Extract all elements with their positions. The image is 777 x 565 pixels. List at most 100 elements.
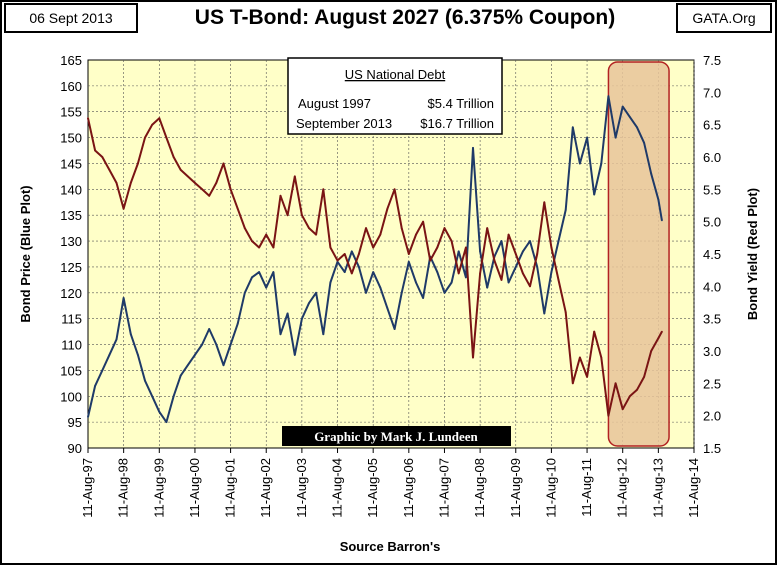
y-right-tick-label: 3.0	[703, 344, 721, 359]
x-axis-label: Source Barron's	[340, 539, 441, 554]
series-lines	[87, 95, 663, 424]
bond-price-point	[472, 147, 474, 149]
bond-price-point	[258, 271, 260, 273]
y-left-tick-label: 90	[68, 441, 82, 456]
bond-price-point	[308, 302, 310, 304]
debt-row-1-value: $5.4 Trillion	[428, 96, 494, 111]
bond-yield-point	[293, 175, 296, 178]
bond-price-point	[422, 297, 424, 299]
bond-price-line	[87, 95, 663, 424]
bond-yield-point	[657, 337, 660, 339]
bond-price-point	[236, 322, 239, 325]
bond-price-point	[279, 333, 282, 336]
x-tick-label: 11-Aug-97	[80, 458, 95, 518]
bond-yield-point	[315, 233, 317, 236]
bond-yield-point	[144, 136, 146, 139]
bond-yield-point	[343, 253, 346, 255]
bond-yield-point	[308, 227, 310, 230]
bond-price-point	[628, 116, 631, 118]
bond-price-point	[372, 271, 375, 273]
bond-price-point	[144, 379, 146, 382]
y-right-tick-label: 5.0	[703, 215, 721, 230]
bond-yield-point	[172, 156, 175, 158]
bond-yield-point	[236, 207, 239, 210]
bond-price-point	[486, 286, 489, 289]
bond-price-point	[293, 354, 296, 356]
x-tick-label: 11-Aug-02	[258, 458, 273, 518]
bond-yield-point	[379, 233, 382, 236]
bond-price-point	[586, 136, 588, 139]
debt-annotation-title: US National Debt	[345, 67, 446, 82]
bond-yield-point	[393, 188, 396, 191]
bond-price-point	[386, 307, 389, 310]
bond-price-point	[564, 209, 567, 211]
bond-price-point	[137, 354, 139, 356]
bond-price-point	[500, 240, 503, 243]
bond-price-point	[115, 338, 118, 341]
bond-yield-point	[215, 182, 218, 184]
bond-price-point	[272, 271, 275, 273]
y-left-tick-label: 155	[60, 105, 82, 120]
credit-text: Graphic by Mark J. Lundeen	[314, 429, 478, 444]
y-left-tick-label: 95	[68, 415, 82, 430]
bond-yield-point	[643, 376, 645, 378]
bond-yield-point	[557, 279, 560, 281]
bond-yield-point	[479, 272, 481, 275]
bond-yield-point	[621, 408, 624, 411]
bond-price-point	[301, 317, 303, 320]
bond-yield-point	[358, 253, 360, 255]
bond-yield-point	[158, 117, 161, 120]
bond-price-point	[607, 95, 610, 98]
bond-yield-point	[422, 220, 424, 223]
bond-yield-point	[407, 253, 410, 255]
bond-price-point	[222, 364, 225, 367]
bond-price-point	[179, 374, 182, 377]
x-tick-label: 11-Aug-13	[650, 458, 665, 518]
debt-row-2-value: $16.7 Trillion	[420, 116, 494, 131]
debt-annotation-box: US National Debt August 1997 $5.4 Trilli…	[287, 57, 503, 135]
bond-price-point	[661, 219, 663, 222]
bond-yield-point	[536, 253, 539, 255]
credit-banner: Graphic by Mark J. Lundeen	[282, 426, 511, 446]
y-left-tick-label: 105	[60, 363, 82, 378]
bond-price-point	[443, 291, 446, 294]
bond-price-point	[151, 395, 154, 398]
bond-yield-point	[650, 350, 653, 352]
bond-yield-point	[372, 246, 375, 249]
y-right-tick-label: 1.5	[703, 441, 721, 456]
bond-price-point	[101, 369, 104, 372]
bond-price-point	[122, 297, 125, 299]
y-left-tick-label: 120	[60, 286, 82, 301]
y-left-tick-label: 150	[60, 131, 82, 146]
bond-price-point	[522, 250, 524, 253]
debt-row-2-label: September 2013	[296, 116, 392, 131]
x-tick-label: 11-Aug-00	[187, 458, 202, 518]
axis-ticks: 90 95 100 105 110 115 120 125 130 135 140 145 150 155…	[60, 53, 721, 518]
bond-yield-point	[472, 356, 474, 359]
bond-price-point	[208, 328, 211, 330]
bond-yield-point	[586, 376, 588, 378]
bond-yield-point	[279, 194, 282, 197]
x-tick-label: 11-Aug-12	[615, 458, 630, 518]
y-left-tick-label: 100	[60, 389, 82, 404]
y-right-tick-label: 6.0	[703, 150, 721, 165]
bond-price-point	[593, 193, 596, 196]
bond-yield-point	[486, 227, 489, 230]
bond-price-point	[165, 421, 168, 423]
debt-row-1-label: August 1997	[298, 96, 371, 111]
x-tick-label: 11-Aug-98	[116, 458, 131, 518]
y-left-tick-label: 115	[61, 312, 82, 327]
x-tick-label: 11-Aug-11	[579, 458, 594, 517]
bond-yield-point	[600, 356, 603, 359]
bond-yield-point	[514, 253, 517, 255]
bond-price-point	[465, 276, 467, 279]
bond-yield-point	[564, 311, 567, 314]
bond-yield-point	[222, 162, 225, 165]
y-right-tick-label: 7.5	[703, 53, 721, 68]
highlight-region	[607, 61, 670, 447]
bond-yield-point	[186, 175, 189, 178]
x-tick-label: 11-Aug-03	[294, 458, 309, 518]
bond-yield-point	[229, 188, 232, 191]
bond-yield-point	[500, 279, 503, 281]
bond-price-point	[315, 291, 317, 294]
